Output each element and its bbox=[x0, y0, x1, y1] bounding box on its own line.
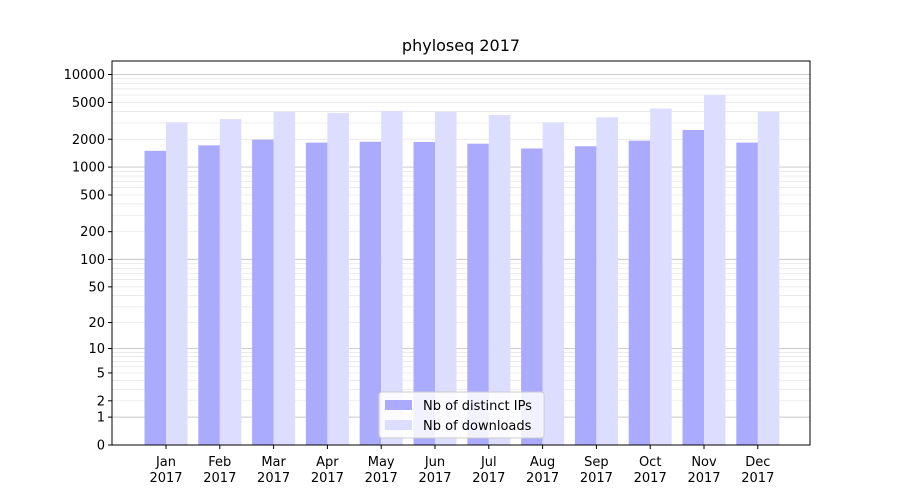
legend-swatch-distinct-ips bbox=[385, 400, 412, 410]
bar-distinct-ips bbox=[574, 146, 597, 445]
x-tick-label-year: 2017 bbox=[311, 471, 344, 486]
y-tick-label: 1000 bbox=[72, 161, 105, 176]
bar-distinct-ips bbox=[144, 150, 166, 445]
y-tick-label: 200 bbox=[80, 225, 105, 240]
x-tick-label-year: 2017 bbox=[257, 471, 290, 486]
legend-label-downloads: Nb of downloads bbox=[423, 419, 532, 434]
x-tick-label-month: Nov bbox=[691, 455, 717, 470]
bar-downloads bbox=[435, 111, 457, 445]
bar-downloads bbox=[219, 119, 242, 446]
bar-distinct-ips bbox=[521, 148, 543, 446]
x-tick-label-month: Jun bbox=[424, 455, 445, 470]
x-tick-label-month: Aug bbox=[530, 455, 555, 470]
bar-distinct-ips bbox=[252, 139, 274, 445]
x-tick-label-month: Oct bbox=[639, 455, 661, 470]
legend-swatch-downloads bbox=[385, 420, 412, 430]
x-tick-label-year: 2017 bbox=[580, 471, 613, 486]
x-tick-label-year: 2017 bbox=[634, 471, 667, 486]
x-tick-label-month: Jan bbox=[155, 455, 176, 470]
x-tick-label-year: 2017 bbox=[149, 471, 182, 486]
bar-distinct-ips bbox=[467, 143, 489, 445]
x-tick-label-year: 2017 bbox=[203, 471, 236, 486]
bars bbox=[144, 95, 780, 446]
bar-distinct-ips bbox=[359, 141, 382, 445]
y-tick-label: 100 bbox=[80, 253, 105, 268]
bar-downloads bbox=[381, 110, 403, 445]
bar-distinct-ips bbox=[413, 141, 435, 445]
y-tick-label: 5 bbox=[97, 366, 105, 381]
y-tick-label: 2000 bbox=[72, 133, 105, 148]
chart-title: phyloseq 2017 bbox=[402, 36, 520, 55]
x-tick-label-year: 2017 bbox=[365, 471, 398, 486]
bar-distinct-ips bbox=[305, 142, 328, 445]
bar-downloads bbox=[327, 112, 349, 445]
bar-downloads bbox=[488, 115, 511, 445]
bar-distinct-ips bbox=[736, 142, 758, 445]
x-tick-label-year: 2017 bbox=[526, 471, 559, 486]
x-tick-label-year: 2017 bbox=[418, 471, 451, 486]
y-tick-label: 1 bbox=[97, 411, 105, 426]
bar-downloads bbox=[542, 122, 565, 445]
y-tick-label: 500 bbox=[80, 188, 105, 203]
x-tick-label-month: May bbox=[368, 455, 395, 470]
y-tick-label: 2 bbox=[97, 394, 105, 409]
y-tick-label: 50 bbox=[88, 280, 105, 295]
bar-distinct-ips bbox=[628, 140, 651, 446]
x-tick-label-month: Sep bbox=[584, 455, 609, 470]
plot-area-frame bbox=[111, 60, 811, 446]
bar-downloads bbox=[757, 111, 780, 445]
y-tick-label: 0 bbox=[97, 439, 105, 454]
bar-distinct-ips bbox=[682, 129, 704, 445]
x-tick-label-year: 2017 bbox=[472, 471, 505, 486]
x-tick-label-year: 2017 bbox=[687, 471, 720, 486]
bar-downloads bbox=[596, 117, 618, 445]
bar-downloads bbox=[166, 122, 188, 445]
x-tick-label-year: 2017 bbox=[741, 471, 774, 486]
x-axis: Jan2017Feb2017Mar2017Apr2017May2017Jun20… bbox=[149, 445, 774, 486]
bar-downloads bbox=[650, 108, 672, 446]
y-axis: 0 1 2 5 10 20 50 100 200 500 1000 2000 5000 10000 bbox=[64, 68, 112, 454]
x-tick-label-month: Jul bbox=[480, 455, 497, 470]
x-tick-label-month: Dec bbox=[745, 455, 770, 470]
bar-downloads bbox=[704, 95, 726, 445]
legend-box bbox=[378, 391, 545, 439]
x-tick-label-month: Feb bbox=[208, 455, 231, 470]
y-tick-label: 10000 bbox=[64, 68, 105, 83]
legend-label-distinct-ips: Nb of distinct IPs bbox=[423, 399, 532, 414]
legend: Nb of distinct IPs Nb of downloads bbox=[378, 391, 545, 439]
x-tick-label-month: Apr bbox=[316, 455, 339, 470]
y-tick-label: 10 bbox=[88, 342, 105, 357]
y-tick-label: 20 bbox=[88, 316, 105, 331]
bar-downloads bbox=[273, 111, 296, 445]
y-tick-label: 5000 bbox=[72, 96, 105, 111]
x-tick-label-month: Mar bbox=[261, 455, 286, 470]
bar-distinct-ips bbox=[198, 145, 220, 446]
